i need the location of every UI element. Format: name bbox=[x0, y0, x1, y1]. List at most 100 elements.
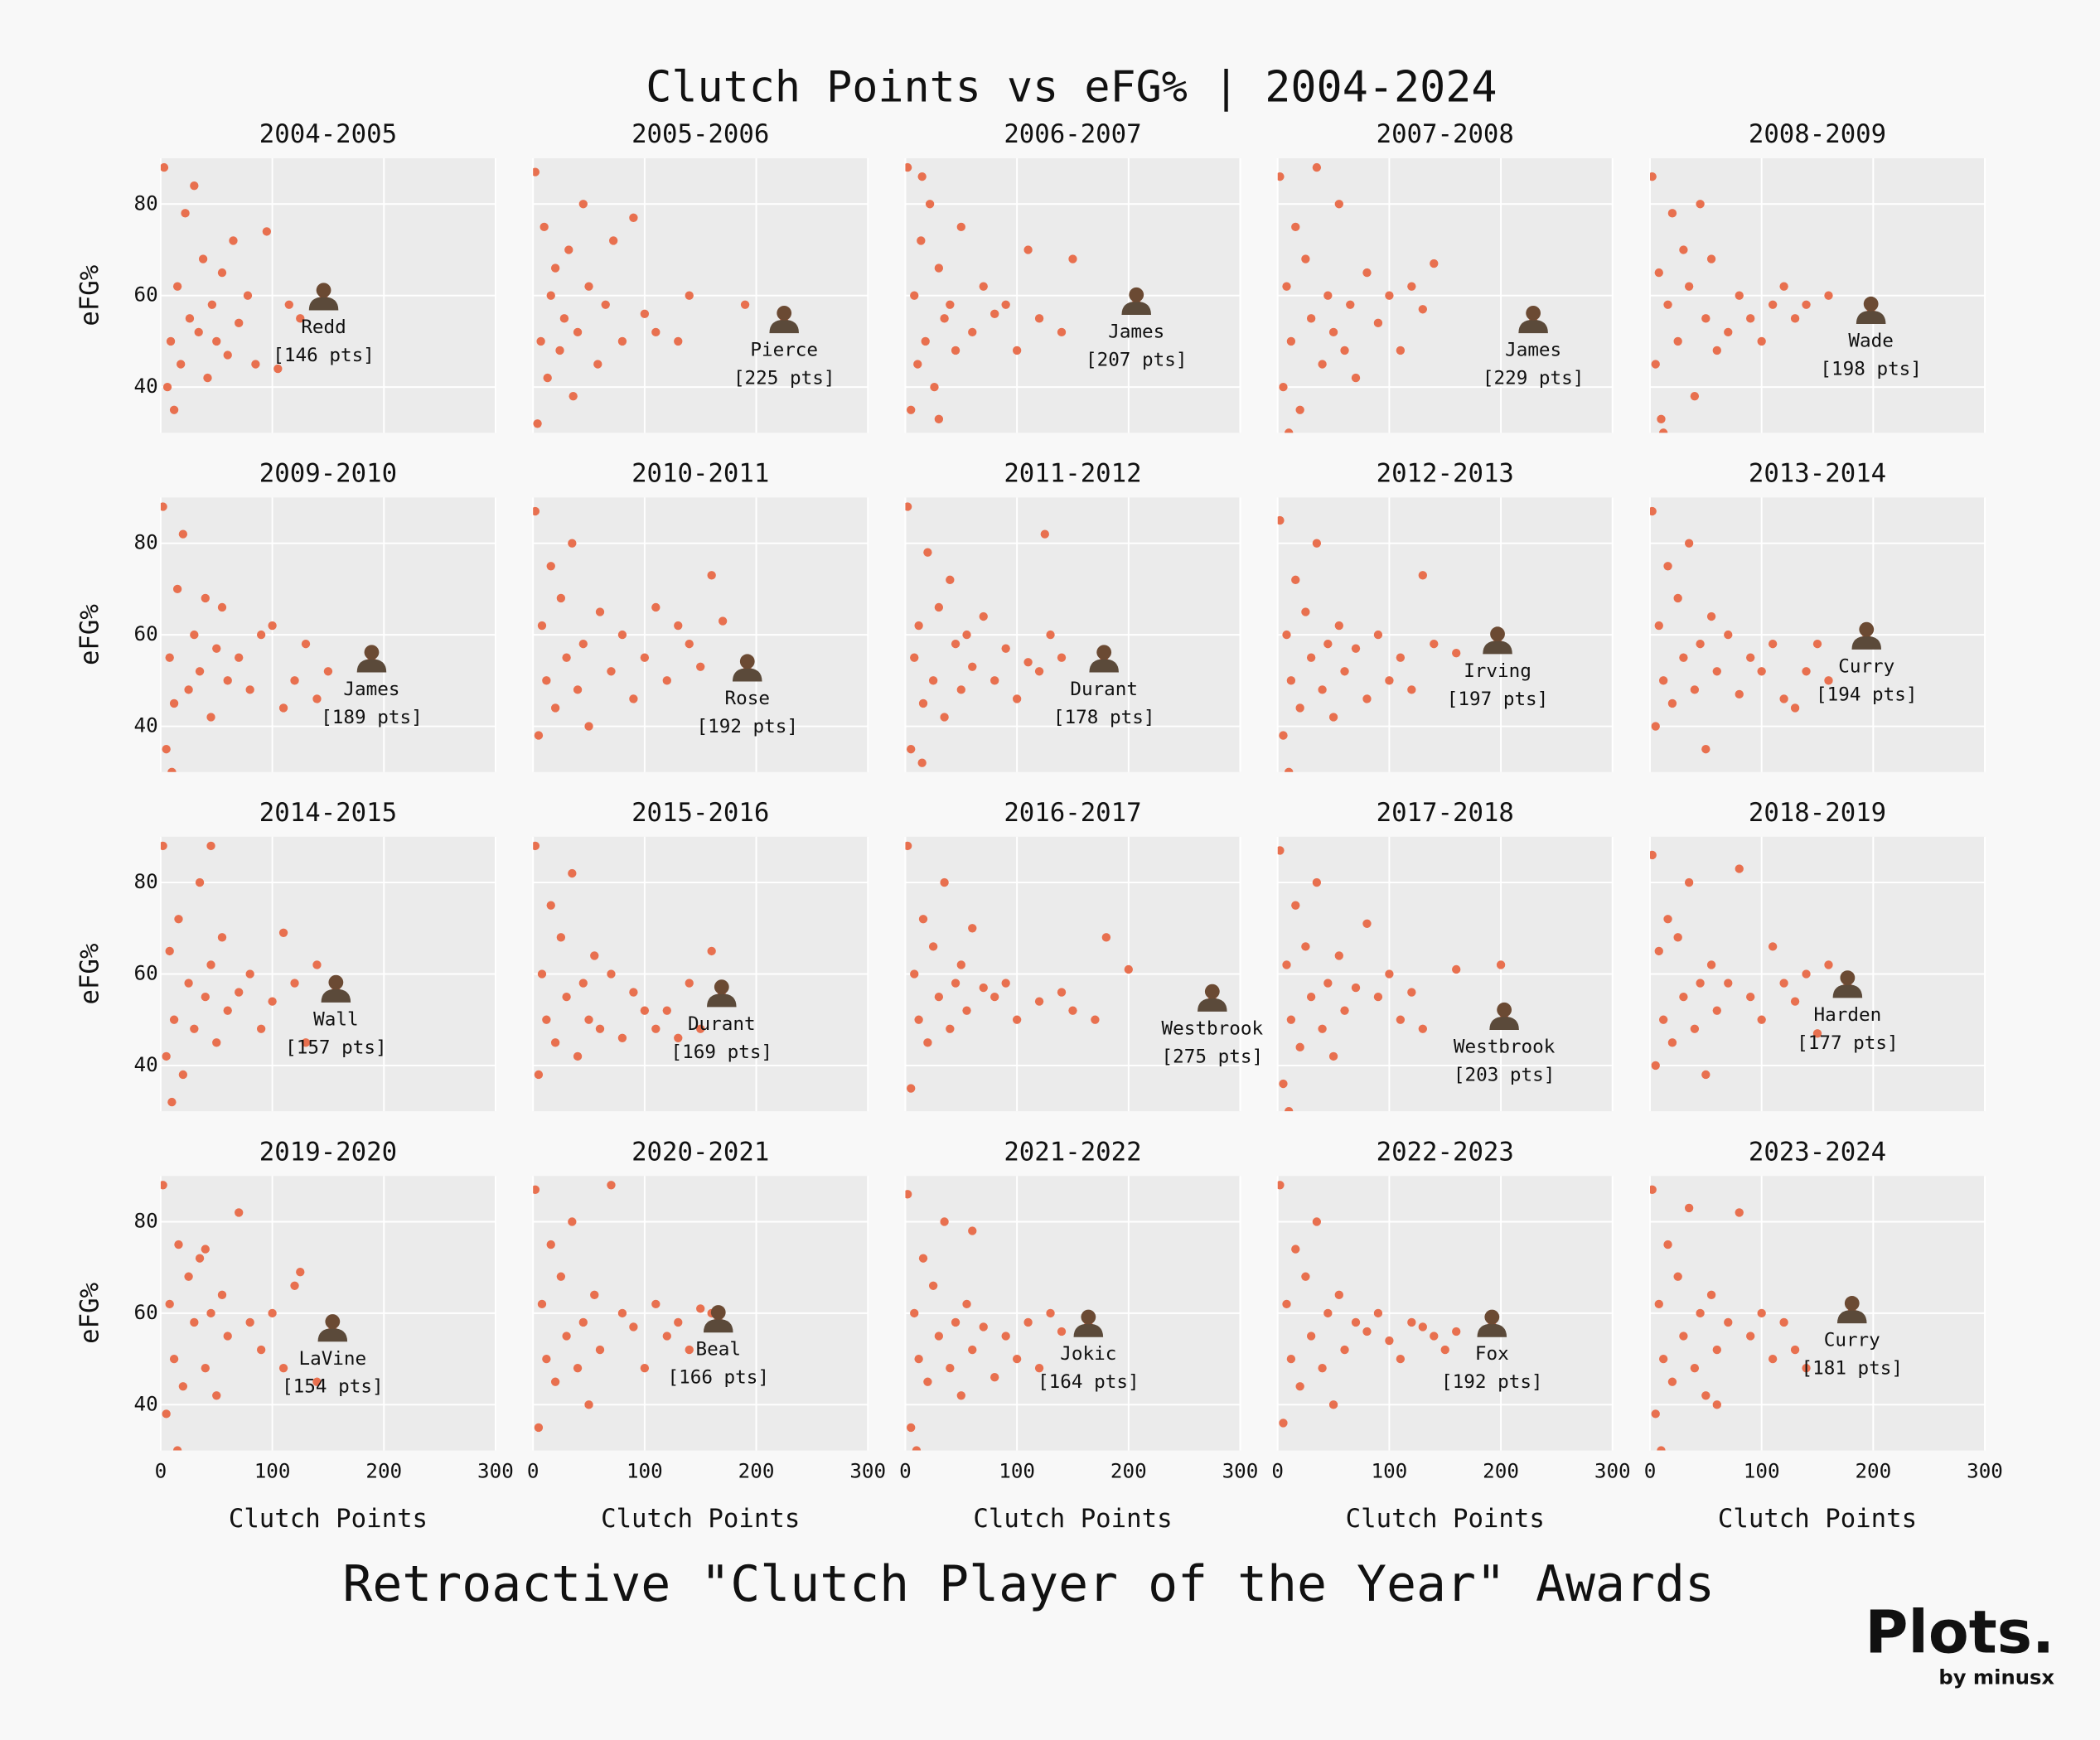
data-point bbox=[1418, 1024, 1427, 1033]
data-point bbox=[1282, 282, 1291, 291]
data-point bbox=[1651, 360, 1660, 369]
player-icon-head bbox=[714, 979, 729, 995]
data-point bbox=[1340, 1345, 1349, 1355]
data-point bbox=[223, 676, 232, 685]
data-point bbox=[1001, 1332, 1010, 1341]
data-point bbox=[584, 722, 593, 731]
data-point bbox=[918, 915, 928, 924]
data-point bbox=[1034, 667, 1044, 676]
data-point bbox=[946, 575, 955, 585]
data-point bbox=[707, 946, 716, 956]
data-point bbox=[1440, 1345, 1449, 1355]
x-axis-label: Clutch Points bbox=[229, 1505, 428, 1534]
player-icon-head bbox=[1526, 305, 1541, 321]
data-point bbox=[1724, 1317, 1733, 1327]
panel-title: 2009-2010 bbox=[259, 459, 397, 488]
data-point bbox=[1802, 1363, 1811, 1373]
data-point bbox=[534, 1423, 544, 1433]
panel-title: 2011-2012 bbox=[1004, 459, 1141, 488]
data-point bbox=[268, 997, 277, 1006]
data-point bbox=[1323, 979, 1333, 988]
data-point bbox=[1802, 969, 1811, 979]
data-point bbox=[923, 1377, 932, 1386]
data-point bbox=[979, 983, 988, 993]
data-point bbox=[1735, 291, 1744, 300]
winner-name: Jokic bbox=[1060, 1343, 1116, 1365]
data-point bbox=[1373, 630, 1383, 640]
data-point bbox=[1768, 1354, 1778, 1364]
data-point bbox=[573, 1051, 583, 1061]
data-point bbox=[169, 1354, 179, 1364]
player-icon bbox=[1518, 319, 1548, 334]
data-point bbox=[968, 327, 977, 337]
data-point bbox=[296, 1268, 305, 1277]
player-icon-head bbox=[364, 645, 380, 660]
data-point bbox=[640, 1363, 650, 1373]
x-tick-label: 200 bbox=[738, 1458, 775, 1482]
data-point bbox=[917, 172, 927, 181]
data-point bbox=[1334, 200, 1343, 209]
data-point bbox=[1724, 979, 1733, 988]
data-point bbox=[651, 1024, 660, 1033]
data-point bbox=[1663, 300, 1672, 309]
data-point bbox=[1385, 291, 1394, 300]
data-point bbox=[1318, 1363, 1327, 1373]
y-axis-label: eFG% bbox=[75, 944, 104, 1005]
data-point bbox=[1667, 698, 1677, 708]
data-point bbox=[1396, 346, 1406, 355]
data-point bbox=[1651, 1061, 1660, 1071]
data-point bbox=[1040, 529, 1049, 539]
x-tick-label: 0 bbox=[1271, 1458, 1284, 1482]
data-point bbox=[533, 841, 540, 851]
data-point bbox=[1757, 1015, 1766, 1024]
data-point bbox=[617, 630, 627, 640]
data-point bbox=[584, 282, 593, 291]
data-point bbox=[206, 841, 215, 851]
data-point bbox=[595, 1345, 605, 1355]
data-point bbox=[928, 676, 938, 685]
data-point bbox=[1768, 942, 1778, 951]
data-point bbox=[907, 1423, 916, 1433]
data-point bbox=[1291, 1245, 1300, 1254]
data-point bbox=[1101, 933, 1111, 942]
winner-name: Harden bbox=[1814, 1004, 1882, 1026]
data-point bbox=[1684, 282, 1694, 291]
data-point bbox=[1340, 667, 1349, 676]
data-point bbox=[946, 1363, 955, 1373]
data-point bbox=[905, 502, 912, 511]
data-point bbox=[559, 314, 569, 323]
data-point bbox=[1452, 1327, 1461, 1336]
data-point bbox=[312, 1377, 322, 1386]
data-point bbox=[1282, 960, 1291, 969]
data-point bbox=[1291, 575, 1300, 585]
player-icon-head bbox=[1096, 645, 1112, 660]
winner-label: [177 pts] bbox=[1797, 1032, 1899, 1054]
data-point bbox=[934, 602, 944, 612]
data-point bbox=[923, 548, 932, 557]
data-point bbox=[190, 630, 199, 640]
data-point bbox=[268, 1308, 277, 1318]
data-point bbox=[556, 933, 566, 942]
data-point bbox=[1306, 1332, 1316, 1341]
data-point bbox=[235, 1208, 244, 1217]
player-icon-head bbox=[739, 654, 755, 669]
data-point bbox=[1679, 245, 1688, 254]
y-tick-label: 60 bbox=[134, 961, 158, 985]
points bbox=[1650, 172, 1875, 433]
player-icon bbox=[356, 659, 387, 673]
x-tick-label: 0 bbox=[1644, 1458, 1657, 1482]
data-point bbox=[1812, 1029, 1822, 1038]
data-point bbox=[573, 685, 583, 694]
x-tick-label: 100 bbox=[627, 1458, 663, 1482]
data-point bbox=[1373, 992, 1383, 1002]
data-point bbox=[550, 1377, 560, 1386]
data-point bbox=[1696, 200, 1705, 209]
x-tick-label: 200 bbox=[1855, 1458, 1891, 1482]
winner-label: [229 pts] bbox=[1483, 368, 1585, 389]
x-axis-label: Clutch Points bbox=[973, 1505, 1172, 1534]
data-point bbox=[1418, 571, 1427, 580]
data-point bbox=[990, 1373, 999, 1382]
player-icon-head bbox=[1204, 984, 1220, 999]
data-point bbox=[1663, 1240, 1672, 1249]
data-point bbox=[1286, 676, 1296, 685]
